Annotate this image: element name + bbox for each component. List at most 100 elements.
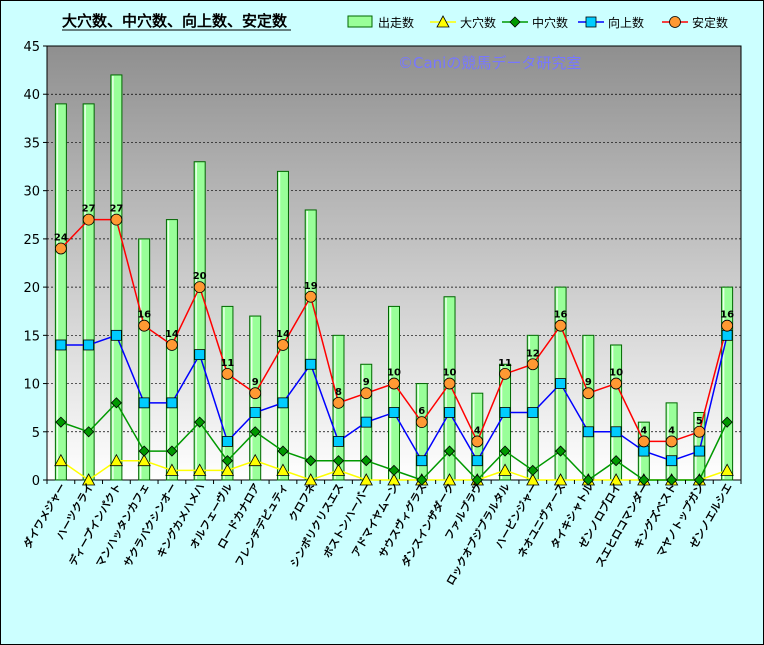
data-label-antei: 4: [640, 425, 647, 436]
marker-antei: [193, 281, 206, 294]
marker-antei: [554, 319, 567, 332]
marker-chuana: [55, 416, 67, 428]
marker-antei: [82, 213, 95, 226]
marker-kojo: [666, 455, 677, 467]
bar-shusso: [110, 74, 123, 481]
marker-antei: [388, 377, 400, 390]
legend-item: 大穴数: [430, 15, 496, 30]
legend-swatch-marker: [669, 16, 681, 28]
marker-chuana: [582, 474, 594, 486]
marker-daiana: [442, 473, 457, 486]
marker-daiana: [248, 453, 262, 467]
marker-chuana: [277, 445, 289, 457]
marker-antei: [415, 416, 428, 429]
marker-antei: [360, 387, 373, 400]
data-label-antei: 4: [668, 425, 675, 436]
legend-label: 出走数: [378, 15, 414, 30]
marker-kojo: [360, 416, 372, 428]
marker-chuana: [666, 474, 678, 486]
marker-chuana: [721, 416, 733, 428]
data-label-antei: 27: [109, 204, 123, 215]
marker-kojo: [55, 339, 67, 351]
marker-antei: [665, 435, 678, 448]
marker-daiana: [359, 473, 373, 486]
marker-chuana: [527, 464, 539, 476]
legend: 出走数 大穴数 中穴数 向上数 安定数: [347, 15, 728, 30]
watermark-text: ©Caniの競馬データ研究室: [398, 54, 581, 72]
marker-daiana: [137, 453, 151, 467]
marker-antei: [693, 425, 706, 438]
data-label-antei: 11: [220, 358, 234, 369]
legend-swatch-marker: [585, 16, 597, 28]
y-tick-label: 10: [23, 378, 40, 393]
marker-kojo: [333, 436, 344, 447]
marker-kojo: [111, 329, 122, 341]
data-label-antei: 10: [387, 368, 401, 379]
marker-antei: [332, 396, 345, 409]
y-tick-label: 25: [23, 233, 40, 248]
marker-chuana: [416, 474, 428, 486]
marker-chuana: [221, 455, 234, 467]
marker-daiana: [109, 453, 124, 467]
marker-kojo: [693, 445, 705, 457]
marker-chuana: [471, 474, 483, 486]
legend-label: 安定数: [692, 15, 728, 30]
marker-chuana: [693, 474, 705, 486]
data-label-antei: 10: [609, 368, 623, 379]
y-tick-label: 40: [23, 88, 40, 103]
legend-swatch-bar: [347, 15, 373, 28]
marker-chuana: [499, 445, 511, 457]
data-label-antei: 6: [418, 406, 425, 417]
marker-antei: [443, 377, 456, 390]
marker-chuana: [249, 426, 261, 438]
data-label-antei: 9: [252, 377, 259, 388]
data-label-antei: 14: [276, 329, 290, 340]
y-tick-label: 45: [23, 40, 40, 55]
legend-item: 中穴数: [502, 15, 568, 30]
data-label-antei: 12: [526, 348, 540, 359]
data-label-antei: 19: [304, 281, 318, 292]
marker-daiana: [276, 463, 290, 476]
marker-antei: [637, 435, 650, 448]
marker-kojo: [610, 426, 622, 438]
marker-chuana: [110, 397, 122, 409]
bar-shusso: [54, 103, 67, 481]
marker-daiana: [526, 473, 540, 486]
marker-chuana: [194, 416, 206, 428]
marker-antei: [526, 358, 539, 371]
marker-kojo: [305, 358, 317, 370]
legend-item: 安定数: [662, 15, 728, 30]
marker-chuana: [388, 464, 400, 476]
marker-kojo: [527, 407, 539, 418]
marker-antei: [54, 242, 67, 255]
marker-kojo: [444, 407, 455, 418]
data-label-antei: 27: [82, 204, 96, 215]
data-label-antei: 24: [54, 233, 68, 244]
marker-daiana: [81, 473, 96, 486]
legend-item: 向上数: [578, 15, 644, 30]
marker-kojo: [138, 397, 150, 409]
data-label-antei: 16: [554, 310, 568, 321]
marker-kojo: [388, 407, 400, 418]
marker-daiana: [220, 463, 235, 476]
marker-daiana: [720, 463, 734, 476]
marker-antei: [166, 339, 178, 351]
marker-antei: [582, 387, 595, 400]
data-label-antei: 5: [696, 416, 703, 427]
marker-daiana: [193, 463, 207, 476]
y-tick-label: 20: [23, 281, 40, 296]
data-label-antei: 10: [443, 368, 457, 379]
series-markers: [54, 213, 734, 486]
legend-label: 中穴数: [532, 15, 568, 30]
marker-daiana: [331, 463, 346, 476]
marker-daiana: [609, 473, 623, 486]
legend-item: 出走数: [347, 15, 414, 30]
legend-swatch-marker: [509, 16, 521, 28]
marker-daiana: [304, 473, 318, 486]
marker-antei: [471, 435, 484, 448]
marker-daiana: [387, 473, 401, 486]
marker-kojo: [416, 455, 428, 467]
legend-swatch-marker: [436, 15, 450, 28]
marker-chuana: [443, 445, 456, 457]
marker-chuana: [332, 455, 345, 467]
